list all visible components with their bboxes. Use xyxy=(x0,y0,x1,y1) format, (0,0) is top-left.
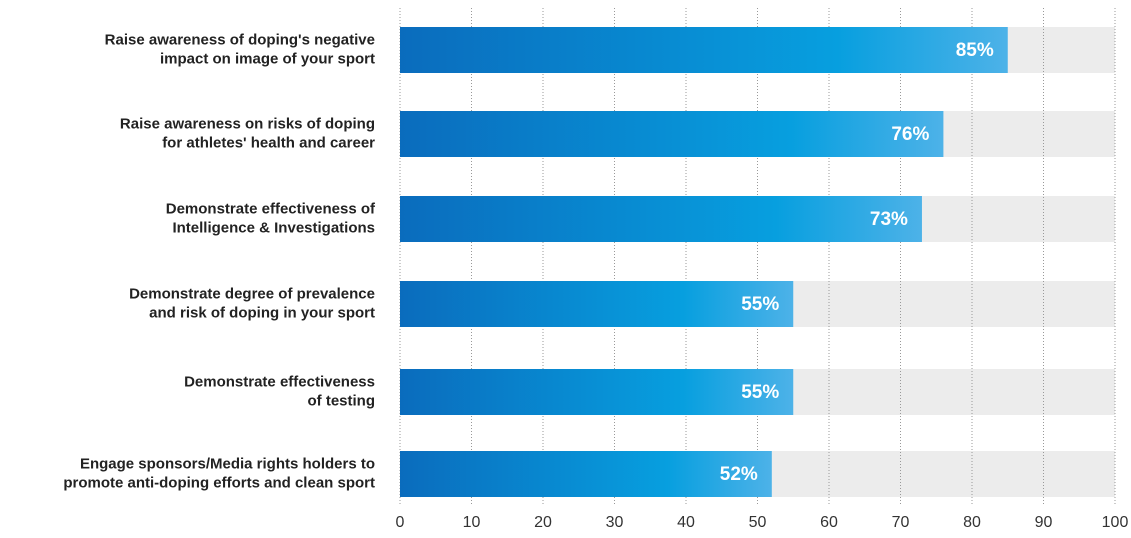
category-line: of testing xyxy=(308,392,376,409)
category-line: Intelligence & Investigations xyxy=(172,219,375,236)
category-line: promote anti-doping efforts and clean sp… xyxy=(63,474,375,491)
value-label: 85% xyxy=(956,40,994,61)
x-tick-label: 90 xyxy=(1035,514,1053,531)
x-tick-label: 80 xyxy=(963,514,981,531)
category-label: Raise awareness on risks of doping for at… xyxy=(120,115,375,151)
bar xyxy=(400,369,794,415)
x-tick-label: 10 xyxy=(463,514,481,531)
x-tick-label: 40 xyxy=(677,514,695,531)
x-tick-label: 20 xyxy=(534,514,552,531)
category-line: Engage sponsors/Media rights holders to xyxy=(80,455,375,472)
category-label: Demonstrate effectiveness of Intelligence… xyxy=(166,200,376,236)
category-line: Demonstrate degree of prevalence xyxy=(129,285,375,302)
category-line: impact on image of your sport xyxy=(160,50,375,67)
x-tick-label: 0 xyxy=(396,514,405,531)
category-line: Demonstrate effectiveness of xyxy=(166,200,376,217)
value-label: 55% xyxy=(741,294,779,315)
bar xyxy=(400,196,922,242)
category-label: Raise awareness of doping's negative impa… xyxy=(105,31,375,67)
bar xyxy=(400,111,944,157)
category-line: Raise awareness on risks of doping xyxy=(120,115,375,132)
value-label: 52% xyxy=(720,464,758,485)
value-label: 73% xyxy=(870,209,908,230)
value-label: 76% xyxy=(891,124,929,145)
bar xyxy=(400,281,794,327)
value-label: 55% xyxy=(741,382,779,403)
category-label: Demonstrate degree of prevalence and risk… xyxy=(129,285,375,321)
x-tick-label: 50 xyxy=(749,514,767,531)
category-line: Raise awareness of doping's negative xyxy=(105,31,375,48)
category-line: Demonstrate effectiveness xyxy=(184,373,375,390)
category-line: for athletes' health and career xyxy=(162,134,375,151)
category-label: Engage sponsors/Media rights holders to p… xyxy=(63,455,375,491)
x-tick-label: 60 xyxy=(820,514,838,531)
x-tick-label: 70 xyxy=(892,514,910,531)
x-tick-label: 100 xyxy=(1102,514,1129,531)
category-line: and risk of doping in your sport xyxy=(149,304,375,321)
x-tick-label: 30 xyxy=(606,514,624,531)
category-label: Demonstrate effectiveness of testing xyxy=(184,373,375,409)
bar xyxy=(400,451,772,497)
bar xyxy=(400,27,1008,73)
